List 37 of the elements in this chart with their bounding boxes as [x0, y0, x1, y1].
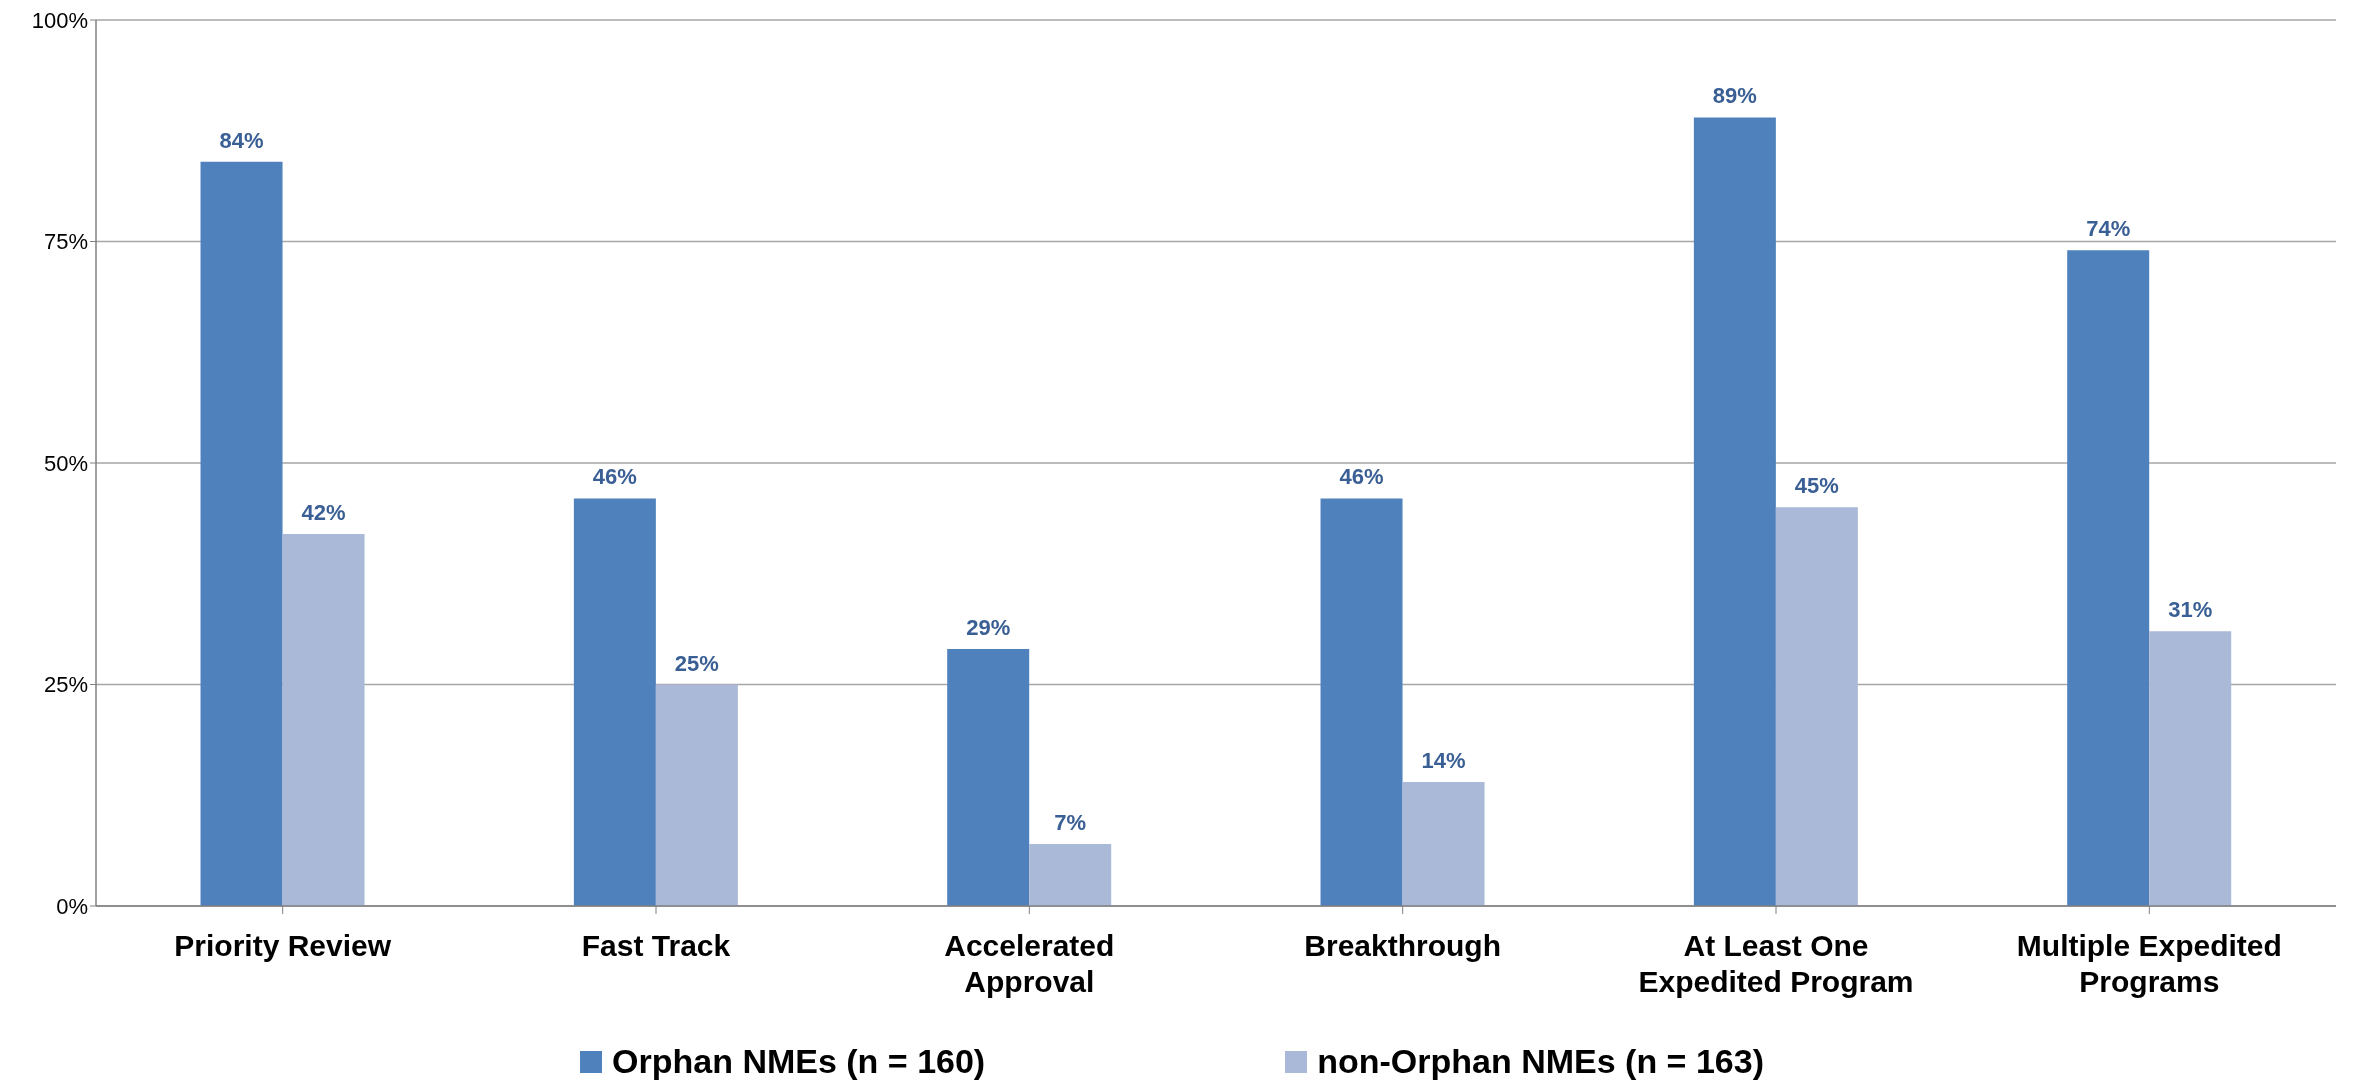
bar [1029, 843, 1112, 906]
bar [200, 161, 283, 906]
data-label: 74% [2086, 216, 2131, 242]
bar [1775, 507, 1858, 906]
data-label: 25% [674, 650, 719, 676]
legend-label: non-Orphan NMEs (n = 163) [1317, 1042, 1764, 1081]
bar [1402, 781, 1485, 906]
data-label: 31% [2168, 597, 2213, 623]
data-label: 89% [1712, 83, 1757, 109]
y-tick-label: 25% [43, 672, 88, 698]
y-tick-label: 100% [31, 7, 88, 33]
data-label: 7% [1054, 809, 1087, 835]
bar [1693, 117, 1776, 906]
bar [2067, 250, 2150, 906]
data-label: 46% [592, 464, 637, 490]
bar [655, 684, 738, 906]
data-label: 46% [1339, 464, 1384, 490]
data-label: 45% [1794, 473, 1839, 499]
bar [1320, 498, 1403, 906]
legend-label: Orphan NMEs (n = 160) [612, 1042, 986, 1081]
data-label: 14% [1421, 747, 1466, 773]
x-tick-label: At Least One Expedited Program [1638, 929, 1914, 998]
y-tick-label: 75% [43, 229, 88, 255]
x-tick-label: Fast Track [581, 929, 731, 962]
y-tick-label: 0% [56, 893, 88, 919]
y-tick-label: 50% [43, 450, 88, 476]
bar [2149, 631, 2232, 906]
data-label: 29% [966, 615, 1011, 641]
bar [573, 498, 656, 906]
x-tick-label: Priority Review [174, 929, 392, 962]
data-label: 42% [301, 499, 346, 525]
x-tick-label: Breakthrough [1304, 929, 1502, 962]
x-tick-label: Multiple Expedited Programs [2016, 929, 2282, 998]
bar [947, 649, 1030, 906]
x-tick-label: Accelerated Approval [944, 929, 1115, 998]
bar [282, 533, 365, 906]
data-label: 84% [219, 127, 264, 153]
